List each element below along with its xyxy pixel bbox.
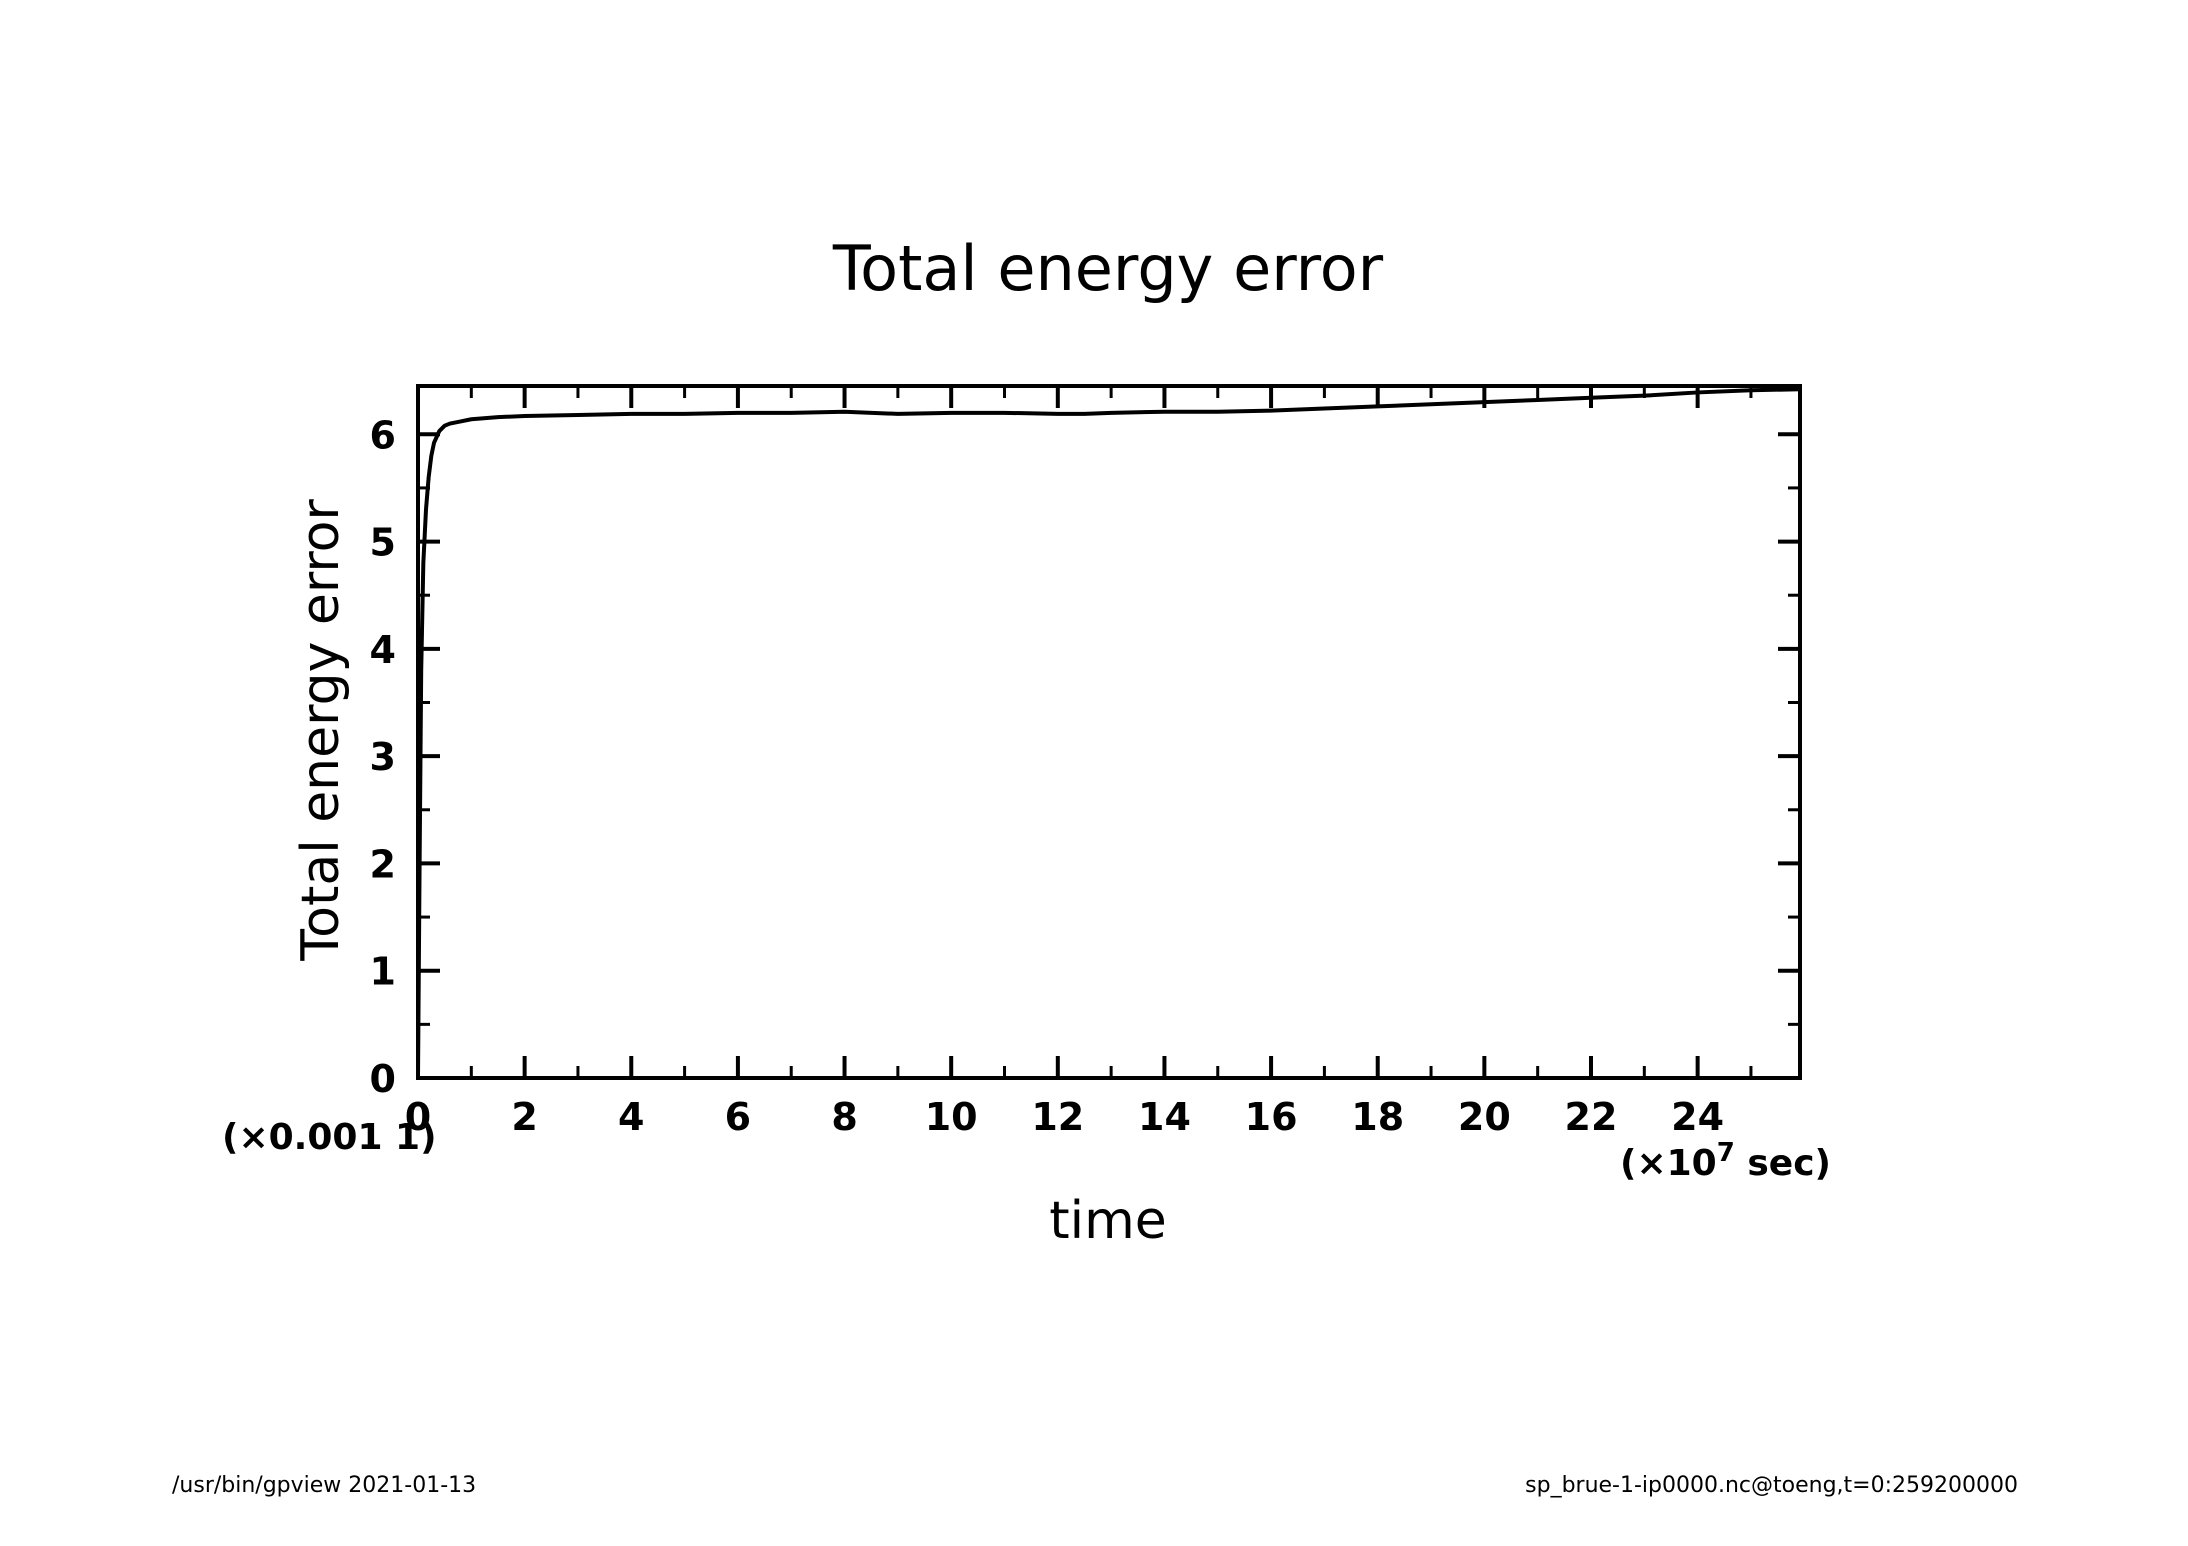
y-tick-label: 3: [370, 735, 396, 779]
y-multiplier-label: (×0.001 1): [222, 1117, 437, 1158]
x-tick-label: 12: [1031, 1095, 1084, 1139]
x-tick-label: 22: [1565, 1095, 1618, 1139]
x-tick-label: 10: [925, 1095, 978, 1139]
y-tick-label: 5: [370, 521, 396, 565]
chart-title: Total energy error: [832, 232, 1384, 305]
footer-left: /usr/bin/gpview 2021-01-13: [172, 1473, 476, 1498]
x-tick-label: 24: [1671, 1095, 1724, 1139]
x-tick-label: 14: [1138, 1095, 1191, 1139]
x-tick-label: 6: [725, 1095, 751, 1139]
x-tick-label: 20: [1458, 1095, 1511, 1139]
x-tick-label: 4: [618, 1095, 644, 1139]
y-tick-label: 0: [370, 1057, 396, 1101]
y-tick-label: 4: [370, 628, 396, 672]
x-tick-label: 2: [511, 1095, 537, 1139]
x-multiplier-unit: sec): [1735, 1143, 1831, 1184]
y-tick-label: 6: [370, 413, 396, 457]
x-multiplier-prefix: (×10: [1620, 1143, 1717, 1184]
series-layer: [416, 387, 1802, 1080]
plot-frame: [416, 384, 1802, 1080]
x-tick-label: 16: [1245, 1095, 1298, 1139]
x-axis-label: time: [1049, 1191, 1166, 1251]
y-axis-label: Total energy error: [291, 499, 351, 962]
x-tick-label: 8: [831, 1095, 857, 1139]
y-tick-label: 2: [370, 842, 396, 886]
y-tick-label: 1: [370, 950, 396, 994]
x-tick-label: 18: [1351, 1095, 1404, 1139]
series-line: [416, 387, 1802, 1080]
x-tick-label: 0: [405, 1095, 431, 1139]
x-multiplier-label: (×107 sec): [1620, 1138, 1831, 1184]
footer-right: sp_brue-1-ip0000.nc@toeng,t=0:259200000: [1525, 1473, 2018, 1498]
x-multiplier-exponent: 7: [1717, 1138, 1735, 1168]
